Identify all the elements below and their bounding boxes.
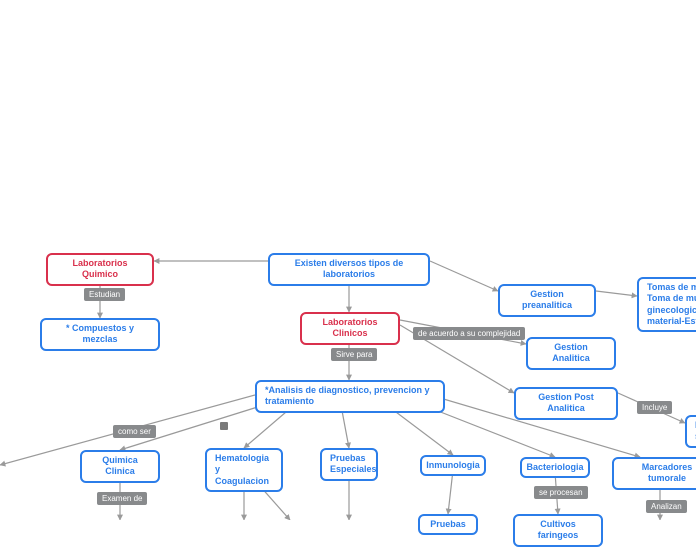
node-inmuno[interactable]: Inmunologia bbox=[420, 455, 486, 476]
node-clinicos[interactable]: Laboratorios Clinicos bbox=[300, 312, 400, 345]
node-quimico[interactable]: Laboratorios Quimico bbox=[46, 253, 154, 286]
node-qclinica[interactable]: Quimica Clinica bbox=[80, 450, 160, 483]
node-tomas[interactable]: Tomas de muToma de mueginecologica,mater… bbox=[637, 277, 696, 332]
node-especiales[interactable]: Pruebas Especiales bbox=[320, 448, 378, 481]
node-preanalit[interactable]: Gestion preanalitica bbox=[498, 284, 596, 317]
node-marcadores[interactable]: Marcadores tumorale bbox=[612, 457, 696, 490]
node-cultivos[interactable]: Cultivos faringeos bbox=[513, 514, 603, 547]
edge-label-seprocesan: se procesan bbox=[534, 486, 588, 499]
edge-label-examen: Examen de bbox=[97, 492, 147, 505]
node-pruebas2[interactable]: Pruebas bbox=[418, 514, 478, 535]
node-bacterio[interactable]: Bacteriologia bbox=[520, 457, 590, 478]
node-re[interactable]: Rese bbox=[685, 415, 696, 448]
edge-label-estudian: Estudian bbox=[84, 288, 125, 301]
node-analitica[interactable]: Gestion Analitica bbox=[526, 337, 616, 370]
node-hemato[interactable]: Hematologia y Coagulacion bbox=[205, 448, 283, 492]
node-compuestos[interactable]: * Compuestos y mezclas bbox=[40, 318, 160, 351]
edge-label-como: como ser bbox=[113, 425, 156, 438]
node-root[interactable]: Existen diversos tipos de laboratorios bbox=[268, 253, 430, 286]
node-analisis[interactable]: *Analisis de diagnostico, prevencion y t… bbox=[255, 380, 445, 413]
collapse-marker bbox=[220, 422, 228, 430]
edge-label-deacuerdo: de acuerdo a su complejidad bbox=[413, 327, 525, 340]
edge-label-incluye: Incluye bbox=[637, 401, 672, 414]
node-postanalit[interactable]: Gestion Post Analitica bbox=[514, 387, 618, 420]
edge-label-sirve: Sirve para bbox=[331, 348, 377, 361]
edge-label-analizan: Analizan bbox=[646, 500, 687, 513]
